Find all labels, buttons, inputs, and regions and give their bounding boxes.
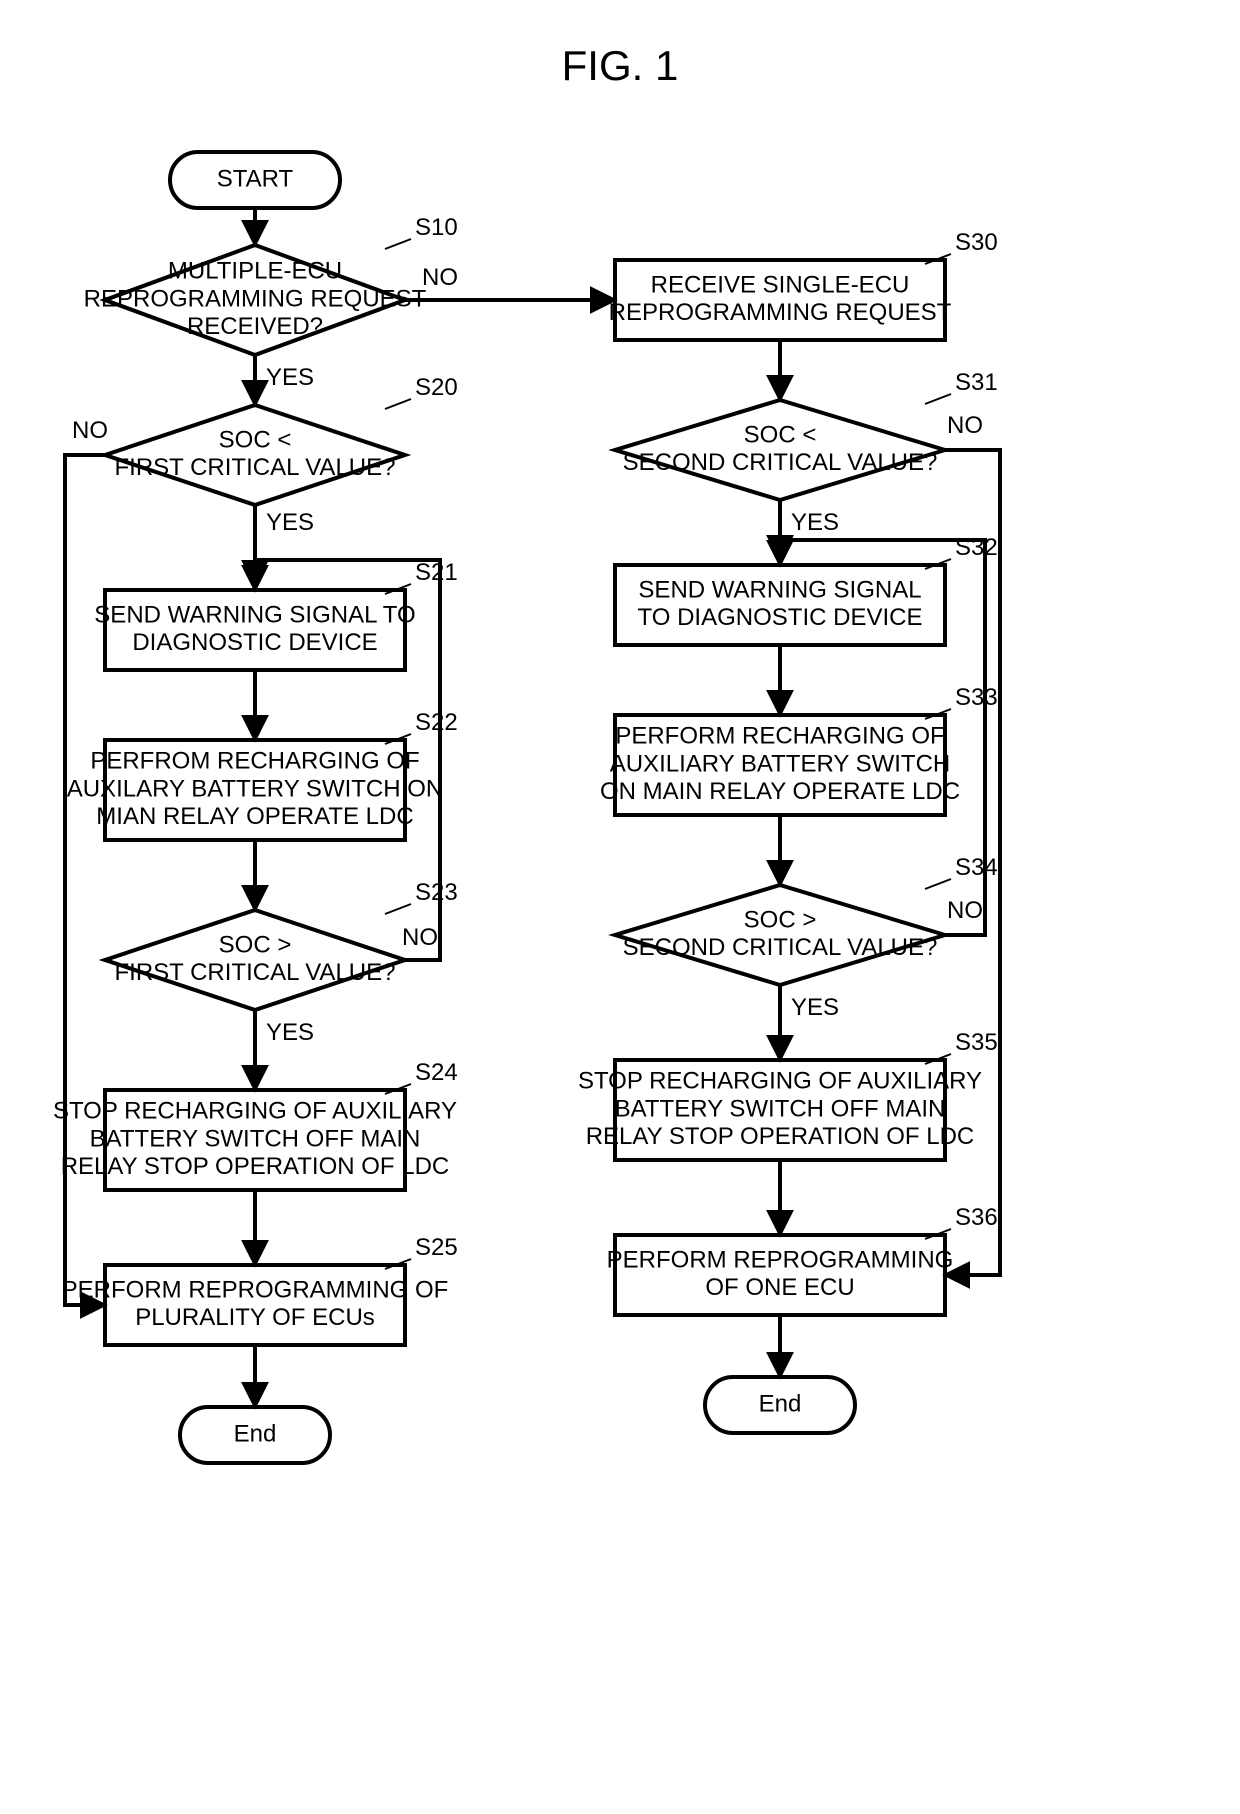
node-text-line: End <box>759 1390 802 1417</box>
node-text-line: PERFORM REPROGRAMMING OF <box>62 1277 449 1304</box>
flowchart-node-s21: SEND WARNING SIGNAL TODIAGNOSTIC DEVICE <box>94 590 415 670</box>
node-text-line: DIAGNOSTIC DEVICE <box>132 629 377 656</box>
node-text-line: SOC > <box>219 932 292 959</box>
flowchart-node-s22: PERFROM RECHARGING OFAUXILARY BATTERY SW… <box>67 740 444 840</box>
flowchart-node-end1: End <box>180 1407 330 1463</box>
step-label: S10 <box>415 214 458 241</box>
node-text-line: SOC > <box>744 907 817 934</box>
flowchart-node-s31: SOC <SECOND CRITICAL VALUE? <box>615 400 945 500</box>
node-text-line: FIRST CRITICAL VALUE? <box>115 959 396 986</box>
edge-label: YES <box>791 509 839 536</box>
node-text-line: BATTERY SWITCH OFF MAIN <box>90 1125 421 1152</box>
flowchart-node-s34: SOC >SECOND CRITICAL VALUE? <box>615 885 945 985</box>
node-text-line: MIAN RELAY OPERATE LDC <box>96 803 413 830</box>
flowchart-node-s10: MULTIPLE-ECUREPROGRAMMING REQUESTRECEIVE… <box>84 245 427 355</box>
node-text-line: RECEIVED? <box>187 313 323 340</box>
edge-label: NO <box>947 412 983 439</box>
edge-label: YES <box>791 994 839 1021</box>
step-label: S20 <box>415 374 458 401</box>
edge-label: NO <box>72 417 108 444</box>
step-label: S30 <box>955 229 998 256</box>
node-text-line: PERFROM RECHARGING OF <box>90 748 419 775</box>
node-text-line: PLURALITY OF ECUs <box>135 1304 375 1331</box>
node-text-line: BATTERY SWITCH OFF MAIN <box>615 1095 946 1122</box>
node-text-line: SEND WARNING SIGNAL TO <box>94 602 415 629</box>
edge-label: NO <box>947 897 983 924</box>
node-text-line: RELAY STOP OPERATION OF LDC <box>586 1123 975 1150</box>
node-text-line: SOC < <box>219 427 292 454</box>
step-label: S31 <box>955 369 998 396</box>
flowchart-node-s33: PERFORM RECHARGING OFAUXILIARY BATTERY S… <box>600 715 960 815</box>
node-text-line: REPROGRAMMING REQUEST <box>84 285 427 312</box>
node-text-line: SECOND CRITICAL VALUE? <box>623 449 938 476</box>
edge-label: YES <box>266 364 314 391</box>
step-label: S24 <box>415 1059 458 1086</box>
step-label: S21 <box>415 559 458 586</box>
node-text-line: SEND WARNING SIGNAL <box>638 577 921 604</box>
node-text-line: ON MAIN RELAY OPERATE LDC <box>600 778 960 805</box>
step-label: S35 <box>955 1029 998 1056</box>
step-label: S22 <box>415 709 458 736</box>
node-text-line: SOC < <box>744 422 817 449</box>
node-text-line: OF ONE ECU <box>705 1274 854 1301</box>
step-label: S23 <box>415 879 458 906</box>
node-text-line: PERFORM REPROGRAMMING <box>607 1247 954 1274</box>
flowchart-node-s25: PERFORM REPROGRAMMING OFPLURALITY OF ECU… <box>62 1265 449 1345</box>
edge-label: NO <box>402 924 438 951</box>
node-text-line: TO DIAGNOSTIC DEVICE <box>638 604 923 631</box>
node-text-line: FIRST CRITICAL VALUE? <box>115 454 396 481</box>
step-label: S34 <box>955 854 998 881</box>
flowchart-node-s32: SEND WARNING SIGNALTO DIAGNOSTIC DEVICE <box>615 565 945 645</box>
flowchart-canvas: FIG. 1STARTMULTIPLE-ECUREPROGRAMMING REQ… <box>0 0 1240 1814</box>
flowchart-node-s20: SOC <FIRST CRITICAL VALUE? <box>105 405 405 505</box>
flowchart-node-start: START <box>170 152 340 208</box>
node-text-line: AUXILARY BATTERY SWITCH ON <box>67 775 444 802</box>
node-text-line: AUXILIARY BATTERY SWITCH <box>610 750 951 777</box>
flowchart-node-s36: PERFORM REPROGRAMMINGOF ONE ECU <box>607 1235 954 1315</box>
node-text-line: REPROGRAMMING REQUEST <box>609 299 952 326</box>
step-label: S25 <box>415 1234 458 1261</box>
figure-title: FIG. 1 <box>562 42 679 89</box>
node-text-line: PERFORM RECHARGING OF <box>615 723 944 750</box>
node-text-line: MULTIPLE-ECU <box>168 258 342 285</box>
step-label: S33 <box>955 684 998 711</box>
node-text-line: STOP RECHARGING OF AUXILIARY <box>578 1068 982 1095</box>
node-text-line: RELAY STOP OPERATION OF LDC <box>61 1153 450 1180</box>
node-text-line: STOP RECHARGING OF AUXILIARY <box>53 1098 457 1125</box>
flowchart-node-s24: STOP RECHARGING OF AUXILIARYBATTERY SWIT… <box>53 1090 457 1190</box>
node-text-line: End <box>234 1420 277 1447</box>
edge-label: YES <box>266 509 314 536</box>
flowchart-node-s30: RECEIVE SINGLE-ECUREPROGRAMMING REQUEST <box>609 260 952 340</box>
node-text-line: RECEIVE SINGLE-ECU <box>651 272 910 299</box>
flowchart-node-end2: End <box>705 1377 855 1433</box>
node-text-line: START <box>217 165 294 192</box>
node-text-line: SECOND CRITICAL VALUE? <box>623 934 938 961</box>
step-label: S36 <box>955 1204 998 1231</box>
edge-label: NO <box>422 264 458 291</box>
flowchart-node-s23: SOC >FIRST CRITICAL VALUE? <box>105 910 405 1010</box>
flowchart-node-s35: STOP RECHARGING OF AUXILIARYBATTERY SWIT… <box>578 1060 982 1160</box>
edge-label: YES <box>266 1019 314 1046</box>
